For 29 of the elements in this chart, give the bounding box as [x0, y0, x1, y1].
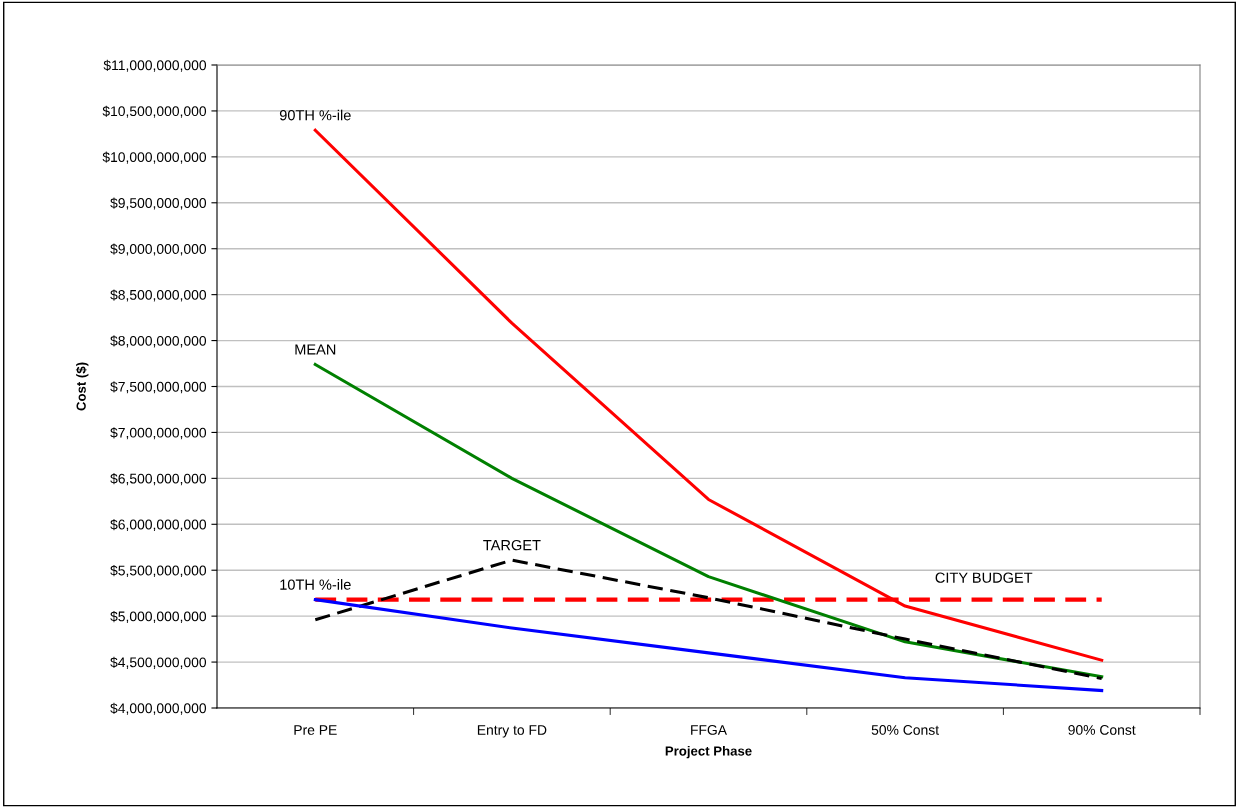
series-label: 90TH %-ile [279, 109, 351, 121]
series-label: TARGET [483, 539, 541, 551]
line-series [313, 558, 1104, 681]
y-tick-label: $8,000,000,000 [110, 335, 207, 348]
y-axis-title: Cost ($) [75, 362, 89, 411]
y-tick-label: $10,500,000,000 [102, 105, 207, 118]
y-tick-label: $5,000,000,000 [110, 610, 207, 623]
y-tick-label: $5,500,000,000 [110, 564, 207, 578]
x-tick-label: 90% Const [1068, 725, 1136, 735]
y-tick-label: $6,000,000,000 [110, 519, 207, 532]
y-tick-label: $7,500,000,000 [110, 381, 207, 394]
series-label: MEAN [295, 344, 336, 355]
x-tick-label: Entry to FD [477, 725, 547, 738]
y-tick-label: $11,000,000,000 [103, 59, 207, 72]
x-tick-label: FFGA [691, 725, 727, 735]
series-label: 10TH %-ile [280, 579, 351, 590]
y-tick-label: $6,500,000,000 [110, 473, 207, 486]
y-tick-label: $8,500,000,000 [110, 289, 207, 302]
y-tick-label: $7,000,000,000 [110, 427, 207, 440]
y-tick-label: $9,000,000,000 [110, 243, 207, 256]
y-tick-label: $10,000,000,000 [102, 151, 207, 164]
x-axis-title: Project Phase [665, 745, 752, 759]
y-tick-label: $4,000,000,000 [110, 702, 207, 715]
x-tick-label: Pre PE [294, 725, 337, 735]
y-tick-label: $9,500,000,000 [110, 197, 207, 210]
line-series [313, 598, 1104, 693]
x-tick-label: 50% Const [871, 725, 939, 735]
ref-line-label: CITY BUDGET [935, 572, 1033, 583]
y-tick-label: $4,500,000,000 [110, 656, 207, 669]
